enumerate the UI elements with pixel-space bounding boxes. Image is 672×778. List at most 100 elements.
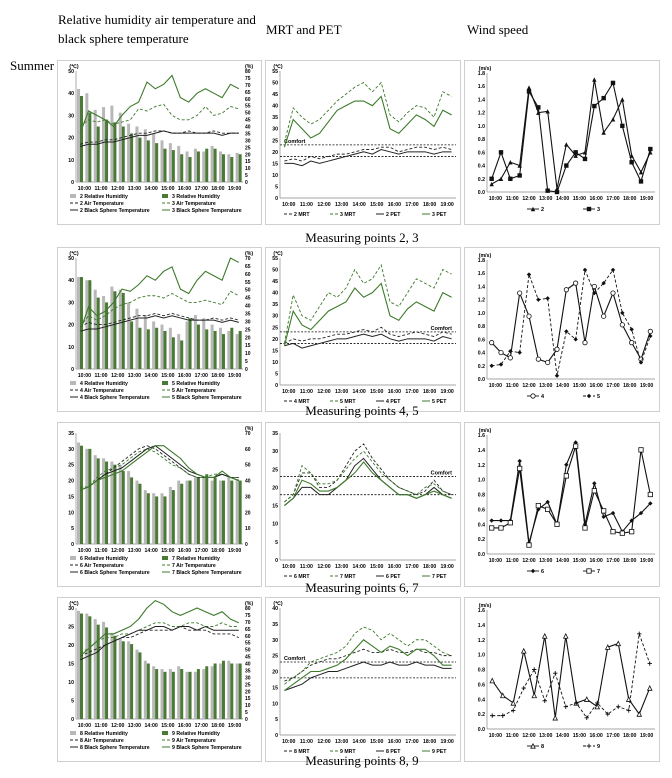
- x-tick-label: 17:00: [606, 558, 619, 564]
- y-tick-label: 35: [272, 431, 278, 437]
- season-label: Summer: [10, 58, 55, 73]
- bar: [230, 663, 234, 719]
- y2-tick-label: 55: [245, 104, 251, 110]
- legend-label: 8 PET: [386, 749, 401, 755]
- series-point: [583, 696, 590, 702]
- series-line: [283, 81, 452, 143]
- y-tick-label: 1.8: [478, 71, 485, 77]
- chart-panel-r1c2: 0 5 10 15 20 25 30 35 40 45 50 55 (℃) 10:00 11:00 12:00…: [265, 60, 461, 225]
- bar: [171, 337, 175, 369]
- y2-tick-label: 30: [245, 319, 251, 325]
- series-point: [517, 290, 523, 296]
- y-tick-label: 0: [71, 367, 74, 373]
- series-point: [591, 283, 597, 290]
- x-tick-label: 17:00: [405, 389, 418, 395]
- legend-marker: [586, 206, 592, 212]
- legend-label: 6 Black Sphere Temperature: [80, 570, 150, 576]
- bar: [155, 496, 159, 544]
- series-point: [508, 176, 513, 181]
- bar: [77, 610, 81, 719]
- series-point: [584, 715, 589, 721]
- y2-tick-label: 20: [245, 152, 251, 158]
- series-line: [79, 599, 240, 657]
- legend-label: 4 Black Sphere Temperature: [80, 395, 150, 401]
- x-tick-label: 17:00: [405, 739, 418, 745]
- bar: [77, 89, 81, 182]
- bar: [235, 663, 239, 719]
- bar: [88, 616, 92, 719]
- y-tick-label: 25: [68, 625, 74, 631]
- y-tick-label: 0.4: [478, 522, 485, 528]
- series-line: [79, 103, 239, 127]
- bar: [135, 480, 139, 544]
- y-tick-label: 1.4: [478, 448, 485, 454]
- x-tick-label: 18:00: [211, 186, 224, 192]
- chart-panel-r2c2: 0 5 10 15 20 25 30 35 40 45 50 55 (℃) 10:00 11:00 12:00…: [265, 247, 461, 412]
- legend-label: 9: [597, 744, 600, 750]
- bar: [188, 671, 192, 719]
- y-tick-label: 10: [272, 360, 278, 366]
- bar: [143, 660, 147, 719]
- bar: [77, 442, 81, 544]
- legend-label: 4 Relative Humidity: [80, 381, 128, 387]
- y2-tick-label: 0: [245, 717, 248, 723]
- legend-marker: [530, 206, 536, 212]
- series-point: [542, 698, 547, 703]
- y-unit-label: (℃): [69, 63, 79, 70]
- x-tick-label: 10:00: [78, 548, 91, 554]
- y-tick-label: 25: [68, 463, 74, 469]
- legend-label: 4 Air Temperature: [80, 388, 124, 394]
- legend-swatch: [162, 731, 168, 735]
- series-line: [284, 461, 452, 506]
- series-line: [283, 282, 452, 346]
- legend-label: 6 MRT: [294, 574, 310, 580]
- bar: [96, 297, 100, 369]
- bar: [230, 480, 234, 544]
- y-tick-label: 0.0: [478, 190, 485, 196]
- x-tick-label: 18:00: [211, 723, 224, 729]
- series-point: [507, 520, 513, 526]
- series-point: [536, 297, 541, 302]
- y-tick-label: 0.6: [478, 150, 485, 156]
- y-tick-label: 55: [272, 256, 278, 262]
- bar: [205, 148, 209, 182]
- x-tick-label: 10:00: [489, 196, 502, 202]
- legend-label: 4 MRT: [294, 399, 310, 405]
- bar: [227, 330, 231, 369]
- bar: [227, 477, 231, 544]
- bar: [77, 277, 81, 369]
- series-point: [629, 529, 635, 535]
- y-tick-label: 25: [272, 467, 278, 473]
- series-line: [284, 648, 452, 682]
- y-tick-label: 10: [68, 510, 74, 516]
- y-tick-label: 0.8: [478, 493, 485, 499]
- x-tick-label: 18:00: [623, 733, 636, 739]
- x-tick-label: 11:00: [506, 558, 519, 564]
- y2-tick-label: 35: [245, 131, 251, 137]
- bar: [127, 641, 131, 719]
- series-line: [284, 639, 452, 691]
- legend-swatch: [162, 556, 168, 560]
- y-tick-label: 30: [272, 638, 278, 644]
- bar: [85, 280, 89, 369]
- series-point: [601, 95, 606, 101]
- y-tick-label: 20: [272, 485, 278, 491]
- bar: [160, 669, 164, 719]
- bar: [218, 480, 222, 544]
- series-line: [491, 282, 651, 364]
- series-point: [564, 163, 569, 168]
- series-line: [79, 290, 240, 328]
- x-tick-label: 15:00: [370, 389, 383, 395]
- series-line: [491, 81, 651, 193]
- y-tick-label: 40: [68, 91, 74, 97]
- bar: [168, 669, 172, 719]
- series-point: [582, 156, 588, 162]
- y2-tick-label: 70: [245, 256, 251, 262]
- x-tick-label: 16:00: [178, 373, 191, 379]
- x-tick-label: 14:00: [145, 373, 158, 379]
- series-point: [499, 692, 506, 699]
- y-unit-label: (℃): [69, 600, 79, 607]
- bar: [121, 292, 125, 369]
- bar: [113, 635, 117, 719]
- chart-panel-r1c1: 0 10 20 30 40 50 (℃) 0 5 10 15 20 25 30 35 40 45 50 55 60 65…: [57, 60, 262, 225]
